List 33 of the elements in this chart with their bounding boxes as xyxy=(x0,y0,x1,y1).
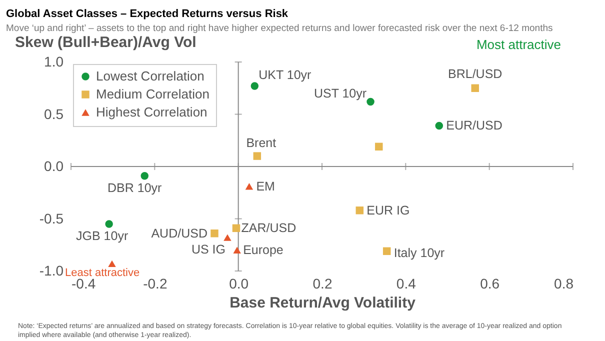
text: Most attractive xyxy=(476,37,561,52)
y-tick-label: 1.0 xyxy=(44,54,64,70)
y-axis-title: Skew (Bull+Bear)/Avg Vol xyxy=(15,34,196,51)
y-tick-label: -0.5 xyxy=(39,210,64,226)
data-label: EUR IG xyxy=(366,203,410,218)
y-tick-label: 0.5 xyxy=(44,106,64,122)
y-tick-label: 0.0 xyxy=(44,158,64,174)
x-tick-label: 0.8 xyxy=(554,276,574,292)
data-label: EUR/USD xyxy=(446,118,502,133)
legend-label: Highest Correlation xyxy=(96,104,208,120)
data-label: UKT 10yr xyxy=(258,68,312,82)
x-tick-label: 0.2 xyxy=(312,276,332,292)
data-label: JGB 10yr xyxy=(76,228,128,243)
x-tick-label: 0.6 xyxy=(480,276,500,292)
x-tick-label: -0.2 xyxy=(143,276,168,292)
x-axis-title: Base Return/Avg Volatility xyxy=(230,294,416,312)
data-label: US IG xyxy=(191,242,226,257)
data-label: EM xyxy=(256,179,275,194)
chart-subtitle: Move ‘up and right’ – assets to the top and right have higher expected returns and lower forecasted risk over the next 6-12 months xyxy=(6,23,553,34)
data-label: BRL/USD xyxy=(448,67,502,82)
legend-label: Lowest Correlation xyxy=(96,68,204,84)
x-tick-label: 0.4 xyxy=(396,276,416,292)
data-label: Italy 10yr xyxy=(394,246,445,260)
data-label: AUD/USD xyxy=(151,226,208,240)
data-label: UST 10yr xyxy=(314,86,367,101)
y-tick-label: -1.0 xyxy=(39,262,64,278)
data-label: Europe xyxy=(243,243,284,258)
data-label: Brent xyxy=(246,136,277,150)
data-label: DBR 10yr xyxy=(108,180,162,195)
data-label: ZAR/USD xyxy=(241,221,296,236)
legend-label: Medium Correlation xyxy=(96,86,210,102)
chart-title: Global Asset Classes – Expected Returns versus Risk xyxy=(6,8,289,20)
x-tick-label: 0.0 xyxy=(229,276,249,292)
